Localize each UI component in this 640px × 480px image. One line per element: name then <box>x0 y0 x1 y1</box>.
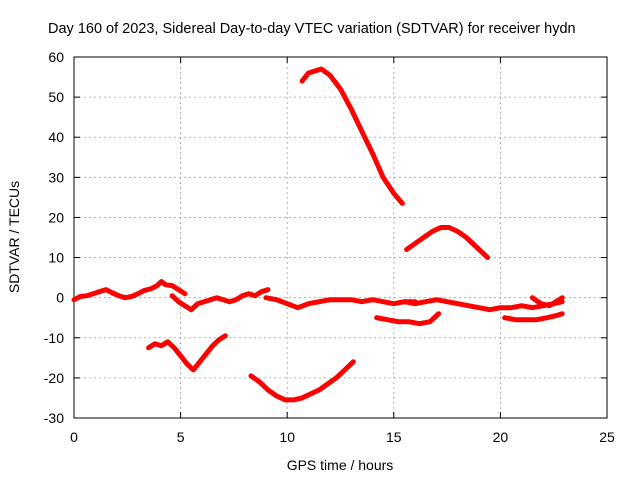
x-axis-label: GPS time / hours <box>287 457 394 473</box>
y-tick-label: 0 <box>56 290 64 306</box>
y-tick-label: -30 <box>44 410 64 426</box>
y-tick-label: 10 <box>48 250 64 266</box>
plot-frame <box>73 56 608 419</box>
y-tick-label: 40 <box>48 129 64 145</box>
y-tick-label: 20 <box>48 209 64 225</box>
series-line-arc-9 <box>402 297 565 313</box>
series-line-arc-1 <box>71 279 188 303</box>
series-line-arc-10 <box>502 311 565 323</box>
x-tick-label: 5 <box>177 429 185 445</box>
series-line-arc-11 <box>529 295 565 309</box>
chart-title: Day 160 of 2023, Sidereal Day-to-day VTE… <box>48 21 576 37</box>
x-tick-label: 10 <box>279 429 295 445</box>
grid <box>74 57 607 418</box>
y-tick-label: -20 <box>44 370 64 386</box>
series-line-arc-4 <box>248 359 356 403</box>
series-line-arc-3 <box>146 333 228 373</box>
series-line-arc-2 <box>169 287 271 313</box>
axis-ticks <box>73 56 608 419</box>
y-tick-label: 50 <box>48 89 64 105</box>
x-tick-label: 0 <box>70 429 78 445</box>
series-line-arc-6 <box>299 66 405 206</box>
x-tick-label: 20 <box>493 429 509 445</box>
axis-tick-labels: 0 5 10 15 20 25 -30 -20 -10 0 10 20 30 40 50 60 <box>44 49 615 445</box>
series-line-arc-8 <box>404 225 491 261</box>
data-series <box>71 66 565 403</box>
x-tick-label: 25 <box>599 429 615 445</box>
y-tick-label: 30 <box>48 169 64 185</box>
y-tick-label: -10 <box>44 330 64 346</box>
series-line-arc-5 <box>263 295 418 311</box>
series-line-arc-7 <box>374 311 442 327</box>
y-tick-label: 60 <box>48 49 64 65</box>
y-axis-label: SDTVAR / TECUs <box>6 181 22 293</box>
x-tick-label: 15 <box>386 429 402 445</box>
